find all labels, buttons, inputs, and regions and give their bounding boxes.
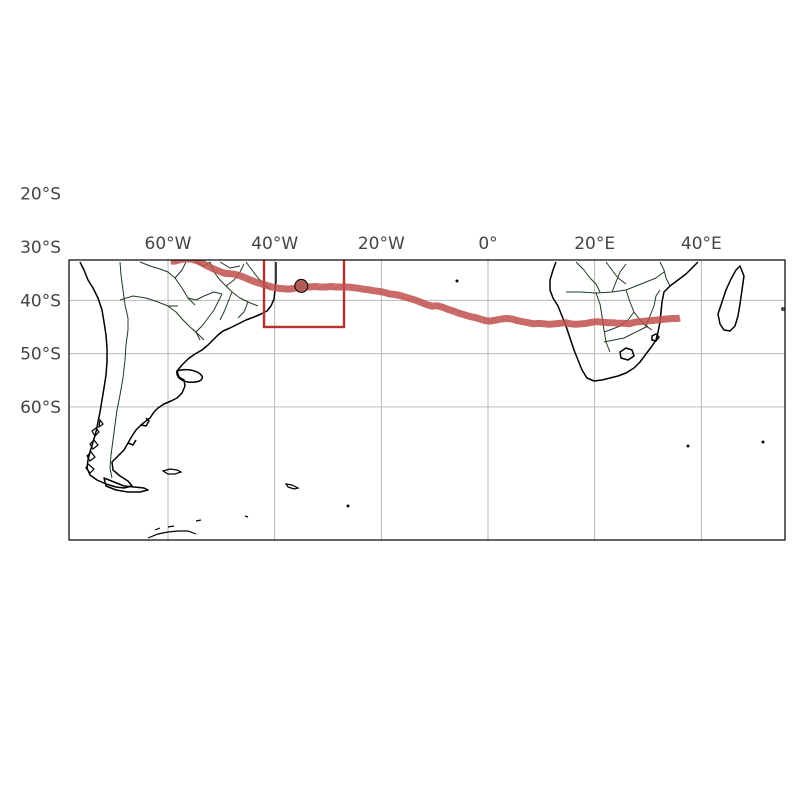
gridlines [69,260,785,540]
lon-tick-label: 40°W [251,234,298,254]
marion-island-dot [686,444,690,448]
bouvet-dot [346,504,350,508]
rio-de-la-plata [176,368,204,383]
tierra-del-fuego [103,477,149,493]
tick-labels: 60°W 40°W 20°W 0° 20°E 40°E 20°S 30°S 40°S 50°S 60… [20,185,722,418]
lat-tick-label: 20°S [20,185,61,205]
lat-tick-label: 60°S [20,398,61,418]
lon-tick-label: 20°E [574,234,615,254]
crozet-dot [761,440,765,444]
lat-tick-label: 40°S [20,291,61,311]
patagonia-coast-detail [127,417,150,446]
africa-coastline [549,261,699,382]
lon-tick-label: 0° [478,234,497,254]
chile-fjord-islands [85,418,104,474]
saint-helena-dot [455,279,459,283]
lesotho-outline [619,347,635,361]
falkland-islands [161,468,183,475]
lon-tick-label: 20°W [358,234,405,254]
track-overlay [170,260,681,329]
madagascar-coastline [717,265,745,332]
south-georgia [284,483,300,490]
eswatini-outline [651,333,660,342]
south-america-coastline [79,261,277,489]
lat-tick-label: 30°S [20,238,61,258]
lon-tick-label: 60°W [145,234,192,254]
lon-tick-label: 40°E [681,234,722,254]
coastlines [79,261,785,539]
current-position-marker [294,278,309,293]
south-shetland-islands [147,515,249,539]
lat-tick-label: 50°S [20,345,61,365]
map-frame [68,259,786,541]
south-america-borders [109,261,271,479]
track-line [170,260,681,328]
